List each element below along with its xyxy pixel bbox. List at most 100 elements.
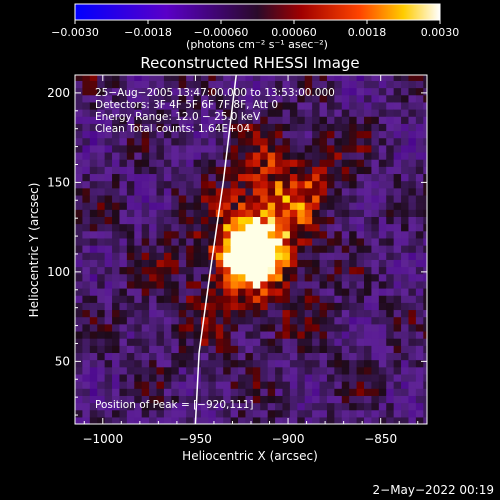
- heatmap-cell: [319, 166, 328, 175]
- heatmap-cell: [223, 359, 232, 368]
- heatmap-cell: [119, 237, 128, 246]
- heatmap-cell: [364, 245, 373, 253]
- heatmap-cell: [378, 223, 387, 232]
- heatmap-cell: [378, 316, 387, 325]
- heatmap-cell: [178, 416, 187, 424]
- heatmap-cell: [193, 209, 202, 217]
- heatmap-cell: [401, 194, 410, 203]
- heatmap-cell: [163, 287, 172, 296]
- heatmap-cell: [326, 230, 335, 239]
- heatmap-cell: [223, 366, 232, 375]
- heatmap-cell: [171, 302, 180, 311]
- heatmap-cell: [141, 75, 150, 81]
- heatmap-cell: [312, 223, 321, 232]
- heatmap-cell: [326, 259, 335, 268]
- heatmap-cell: [260, 323, 269, 332]
- heatmap-cell: [245, 330, 254, 339]
- heatmap-cell: [408, 280, 417, 289]
- heatmap-cell: [349, 416, 358, 424]
- heatmap-cell: [208, 345, 217, 354]
- heatmap-cell: [112, 144, 121, 153]
- heatmap-cell: [178, 230, 187, 239]
- heatmap-cell: [200, 87, 209, 96]
- heatmap-cell: [423, 316, 427, 325]
- heatmap-cell: [149, 280, 158, 289]
- heatmap-cell: [126, 295, 135, 303]
- heatmap-cell: [297, 280, 306, 289]
- heatmap-cell: [415, 80, 424, 89]
- heatmap-cell: [238, 381, 247, 389]
- heatmap-cell: [119, 80, 128, 89]
- colorbar-tick-label: −0.00060: [194, 26, 249, 39]
- heatmap-cell: [393, 144, 402, 153]
- heatmap-cell: [319, 187, 328, 196]
- heatmap-cell: [208, 409, 217, 418]
- heatmap-cell: [208, 202, 217, 210]
- heatmap-cell: [119, 402, 128, 411]
- heatmap-cell: [260, 151, 269, 160]
- heatmap-cell: [371, 323, 380, 332]
- heatmap-cell: [134, 316, 143, 325]
- heatmap-cell: [401, 252, 410, 260]
- heatmap-cell: [371, 123, 380, 132]
- chart-title: Reconstructed RHESSI Image: [140, 54, 359, 72]
- heatmap-cell: [282, 159, 291, 167]
- heatmap-cell: [208, 266, 217, 275]
- heatmap-cell: [297, 237, 306, 246]
- heatmap-cell: [297, 87, 306, 96]
- heatmap-cell: [238, 101, 247, 110]
- heatmap-cell: [149, 123, 158, 132]
- heatmap-cell: [141, 338, 150, 346]
- heatmap-cell: [104, 252, 113, 260]
- colorbar-unit-label: (photons cm⁻² s⁻¹ asec⁻²): [186, 38, 328, 51]
- heatmap-cell: [193, 266, 202, 275]
- heatmap-cell: [223, 223, 232, 232]
- heatmap-cell: [393, 159, 402, 167]
- heatmap-cell: [393, 216, 402, 225]
- heatmap-cell: [186, 416, 195, 424]
- heatmap-cell: [134, 151, 143, 160]
- heatmap-cell: [89, 395, 98, 404]
- heatmap-cell: [230, 166, 239, 175]
- heatmap-cell: [267, 416, 276, 424]
- heatmap-cell: [356, 416, 365, 424]
- heatmap-cell: [112, 187, 121, 196]
- heatmap-cell: [401, 159, 410, 167]
- heatmap-cell: [289, 366, 298, 375]
- heatmap-cell: [97, 366, 106, 375]
- heatmap-cell: [319, 323, 328, 332]
- heatmap-cell: [334, 295, 343, 303]
- heatmap-cell: [238, 352, 247, 361]
- heatmap-cell: [200, 330, 209, 339]
- heatmap-cell: [208, 352, 217, 361]
- heatmap-cell: [112, 395, 121, 404]
- annotation-time: 25−Aug−2005 13:47:00.000 to 13:53:00.000: [95, 87, 335, 99]
- heatmap-cell: [82, 166, 91, 175]
- heatmap-cell: [304, 252, 313, 260]
- heatmap-cell: [393, 245, 402, 253]
- heatmap-cell: [119, 180, 128, 189]
- heatmap-cell: [260, 409, 269, 418]
- heatmap-cell: [245, 180, 254, 189]
- heatmap-cell: [104, 273, 113, 282]
- heatmap-cell: [260, 416, 269, 424]
- heatmap-cell: [408, 194, 417, 203]
- heatmap-cell: [112, 409, 121, 418]
- heatmap-cell: [297, 259, 306, 268]
- heatmap-cell: [408, 130, 417, 139]
- heatmap-cell: [423, 323, 427, 332]
- heatmap-cell: [163, 416, 172, 424]
- heatmap-cell: [289, 381, 298, 389]
- heatmap-cell: [141, 245, 150, 253]
- heatmap-cell: [156, 109, 165, 117]
- heatmap-cell: [104, 80, 113, 89]
- heatmap-cell: [326, 381, 335, 389]
- heatmap-cell: [215, 409, 224, 418]
- heatmap-cell: [423, 309, 427, 318]
- heatmap-cell: [112, 223, 121, 232]
- heatmap-cell: [186, 237, 195, 246]
- heatmap-cell: [423, 144, 427, 153]
- heatmap-cell: [408, 166, 417, 175]
- heatmap-cell: [178, 151, 187, 160]
- heatmap-cell: [75, 323, 84, 332]
